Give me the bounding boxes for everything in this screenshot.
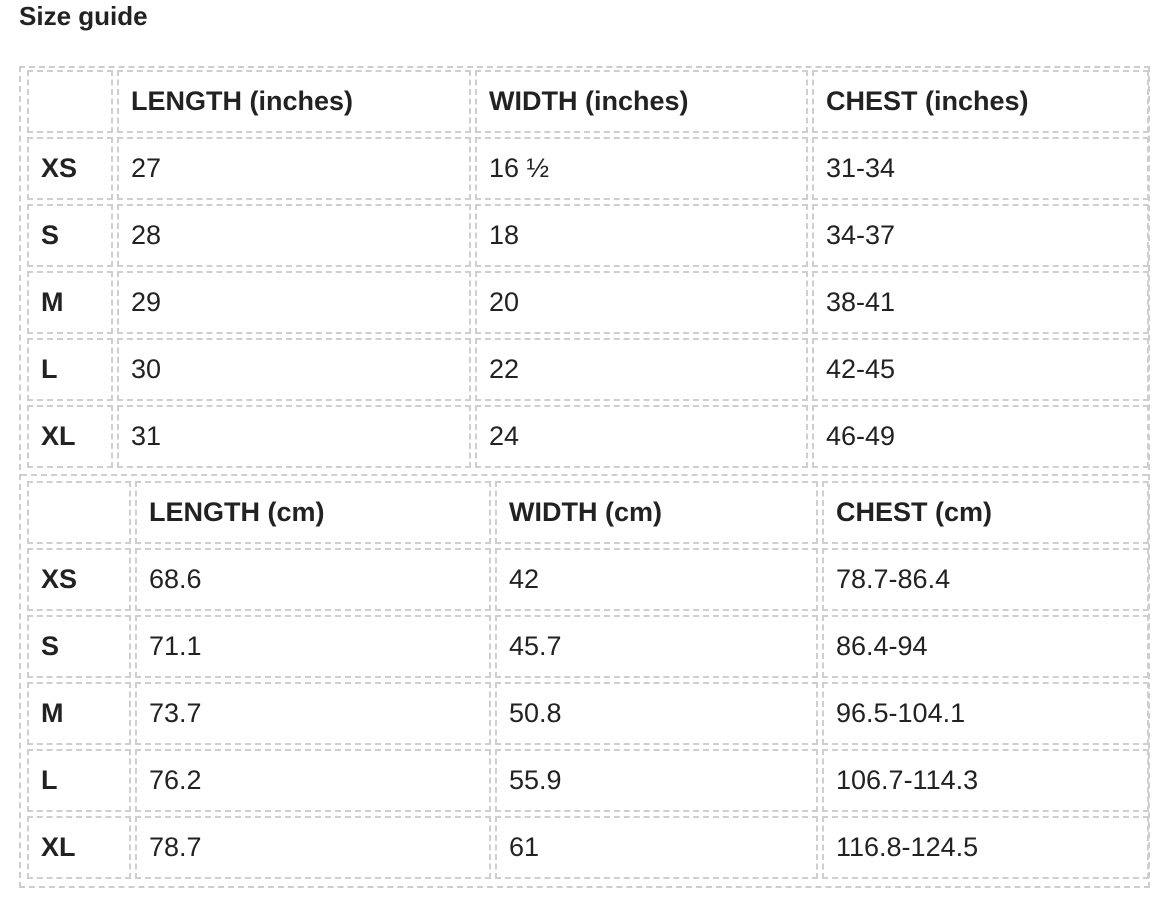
table-cell: 24 — [475, 405, 808, 468]
table-cell: 71.1 — [135, 615, 491, 678]
table-cell: 78.7 — [135, 816, 491, 879]
column-header: LENGTH (cm) — [135, 481, 491, 544]
table-cell: 42 — [495, 548, 818, 611]
table-cell: 31 — [117, 405, 471, 468]
size-label: XS — [27, 548, 131, 611]
table-cell: 45.7 — [495, 615, 818, 678]
size-label: S — [27, 204, 113, 267]
table-cell: 30 — [117, 338, 471, 401]
table-row: XS 27 16 ½ 31-34 — [27, 137, 1149, 200]
size-label: M — [27, 682, 131, 745]
table-row: S 28 18 34-37 — [27, 204, 1149, 267]
table-cell: 31-34 — [812, 137, 1149, 200]
column-header: CHEST (cm) — [822, 481, 1149, 544]
column-header: LENGTH (inches) — [117, 70, 471, 133]
size-table-inches: LENGTH (inches) WIDTH (inches) CHEST (inch… — [23, 66, 1153, 472]
corner-cell — [27, 481, 131, 544]
table-row: L 76.2 55.9 106.7-114.3 — [27, 749, 1149, 812]
table-cell: 18 — [475, 204, 808, 267]
table-cell: 27 — [117, 137, 471, 200]
table-cell: 29 — [117, 271, 471, 334]
column-header: WIDTH (inches) — [475, 70, 808, 133]
table-row: XL 31 24 46-49 — [27, 405, 1149, 468]
table-row: S 71.1 45.7 86.4-94 — [27, 615, 1149, 678]
header-row: LENGTH (cm) WIDTH (cm) CHEST (cm) — [27, 481, 1149, 544]
table-row: M 29 20 38-41 — [27, 271, 1149, 334]
table-cell: 34-37 — [812, 204, 1149, 267]
size-guide-container — [19, 66, 1150, 888]
table-cell: 55.9 — [495, 749, 818, 812]
size-label: L — [27, 749, 131, 812]
table-cell: 73.7 — [135, 682, 491, 745]
size-label: XS — [27, 137, 113, 200]
table-cell: 86.4-94 — [822, 615, 1149, 678]
table-cell: 78.7-86.4 — [822, 548, 1149, 611]
size-label: XL — [27, 816, 131, 879]
size-label: M — [27, 271, 113, 334]
size-label: XL — [27, 405, 113, 468]
table-cell: 38-41 — [812, 271, 1149, 334]
table-cell: 22 — [475, 338, 808, 401]
size-guide-title: Size guide — [19, 1, 148, 31]
table-row: XS 68.6 42 78.7-86.4 — [27, 548, 1149, 611]
size-label: S — [27, 615, 131, 678]
table-cell: 28 — [117, 204, 471, 267]
corner-cell — [27, 70, 113, 133]
header-row: LENGTH (inches) WIDTH (inches) CHEST (inch… — [27, 70, 1149, 133]
table-cell: 20 — [475, 271, 808, 334]
table-cell: 61 — [495, 816, 818, 879]
column-header: CHEST (inches) — [812, 70, 1149, 133]
table-divider — [21, 474, 1148, 476]
table-cell: 50.8 — [495, 682, 818, 745]
table-cell: 96.5-104.1 — [822, 682, 1149, 745]
table-cell: 116.8-124.5 — [822, 816, 1149, 879]
size-label: L — [27, 338, 113, 401]
table-cell: 46-49 — [812, 405, 1149, 468]
table-cell: 76.2 — [135, 749, 491, 812]
table-row: XL 78.7 61 116.8-124.5 — [27, 816, 1149, 879]
column-header: WIDTH (cm) — [495, 481, 818, 544]
table-cell: 68.6 — [135, 548, 491, 611]
table-row: L 30 22 42-45 — [27, 338, 1149, 401]
table-cell: 42-45 — [812, 338, 1149, 401]
table-cell: 16 ½ — [475, 137, 808, 200]
table-cell: 106.7-114.3 — [822, 749, 1149, 812]
size-table-cm: LENGTH (cm) WIDTH (cm) CHEST (cm) XS 68.6 42 7… — [23, 477, 1153, 883]
table-row: M 73.7 50.8 96.5-104.1 — [27, 682, 1149, 745]
